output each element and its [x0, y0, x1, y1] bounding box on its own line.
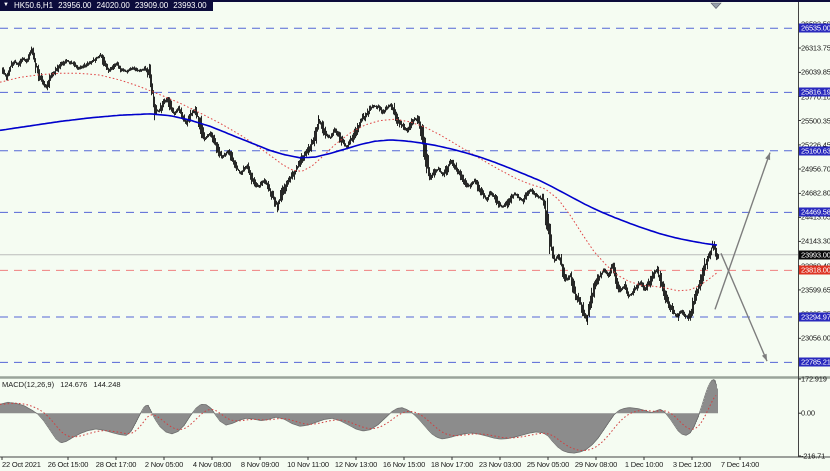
- price-tick-label: 24956.70: [801, 164, 830, 174]
- time-axis-label: 8 Nov 09:00: [240, 460, 280, 469]
- macd-signal-value: 144.248: [93, 380, 121, 389]
- level-price-badge: 25816.19: [799, 87, 830, 97]
- arrowhead-icon: [765, 152, 771, 161]
- symbol-timeframe-label: HK50.6,H1: [13, 1, 54, 10]
- macd-histogram: [0, 379, 718, 454]
- projection-arrow-down: [720, 253, 768, 362]
- level-price-badge: 24469.58: [799, 207, 830, 217]
- price-tick-label: 24413.05: [801, 212, 830, 222]
- window-top-border: [0, 0, 830, 2]
- macd-main-line: [0, 379, 717, 454]
- symbol-info-badge: ▼ HK50.6,H1 23956.00 24020.00 23909.00 2…: [0, 0, 213, 11]
- price-tick-label: 23056.00: [801, 333, 830, 343]
- collapse-triangle-icon[interactable]: ▼: [3, 2, 9, 8]
- time-axis-label: 4 Nov 08:00: [192, 460, 232, 469]
- macd-name: MACD(12,26,9): [2, 380, 55, 389]
- price-tick-label: 25226.45: [801, 140, 830, 150]
- time-axis-label: 29 Nov 08:00: [574, 460, 618, 469]
- time-axis-label: 25 Nov 05:00: [526, 460, 570, 469]
- wick-extremes: [31, 46, 713, 325]
- chart-shift-marker-icon: [710, 2, 722, 9]
- time-axis-label: 26 Oct 15:00: [47, 460, 89, 469]
- time-axis-label: 7 Dec 14:00: [720, 460, 760, 469]
- ohlc-low: 23909.00: [134, 1, 169, 10]
- ohlc-open: 23956.00: [58, 1, 92, 10]
- price-tick-label: 23869.40: [801, 261, 830, 270]
- alert-price-badge: 23818.00: [799, 265, 830, 275]
- arrowhead-icon: [761, 353, 767, 362]
- time-axis-label: 22 Oct 2021: [2, 460, 41, 469]
- macd-tick-label: -216.71: [801, 451, 826, 461]
- price-tick-label: 23599.65: [801, 285, 830, 295]
- macd-tick-label: 172.919: [801, 374, 827, 384]
- ohlc-high: 24020.00: [96, 1, 130, 10]
- price-tick-label: 24682.80: [801, 188, 830, 198]
- price-tick-label: 24143.30: [801, 236, 830, 246]
- price-tick-label: 26039.85: [801, 67, 830, 77]
- ohlc-close: 23993.00: [173, 1, 207, 10]
- macd-main-value: 124.676: [60, 380, 88, 389]
- current-price-badge: 23993.00: [799, 250, 830, 260]
- macd-indicator-label: MACD(12,26,9) 124.676 144.248: [2, 380, 125, 389]
- moving-average-fast-red: [0, 72, 718, 292]
- projection-arrow-up: [714, 152, 771, 310]
- time-axis-label: 3 Dec 12:00: [672, 460, 712, 469]
- moving-average-slow-blue: [0, 113, 718, 246]
- time-axis-label: 2 Nov 05:00: [144, 460, 184, 469]
- time-axis-label: 23 Nov 03:00: [478, 460, 522, 469]
- time-axis-label: 10 Nov 11:00: [287, 460, 329, 469]
- level-price-badge: 25160.63: [799, 146, 830, 156]
- time-axis-label: 18 Nov 17:00: [430, 460, 474, 469]
- level-price-badge: 26535.00: [799, 23, 830, 33]
- level-price-badge: 23294.97: [799, 312, 830, 322]
- macd-tick-label: 0.00: [801, 408, 815, 418]
- time-axis-label: 12 Nov 13:00: [334, 460, 378, 469]
- level-price-badge: 22785.21: [799, 357, 830, 367]
- price-tick-label: 25500.35: [801, 116, 830, 125]
- time-axis-label: 1 Dec 10:00: [624, 460, 664, 469]
- time-axis-label: 16 Nov 15:00: [382, 460, 426, 469]
- candlestick-series: [2, 47, 719, 323]
- price-tick-label: 26313.75: [801, 43, 830, 53]
- time-axis-label: 28 Oct 17:00: [95, 460, 137, 469]
